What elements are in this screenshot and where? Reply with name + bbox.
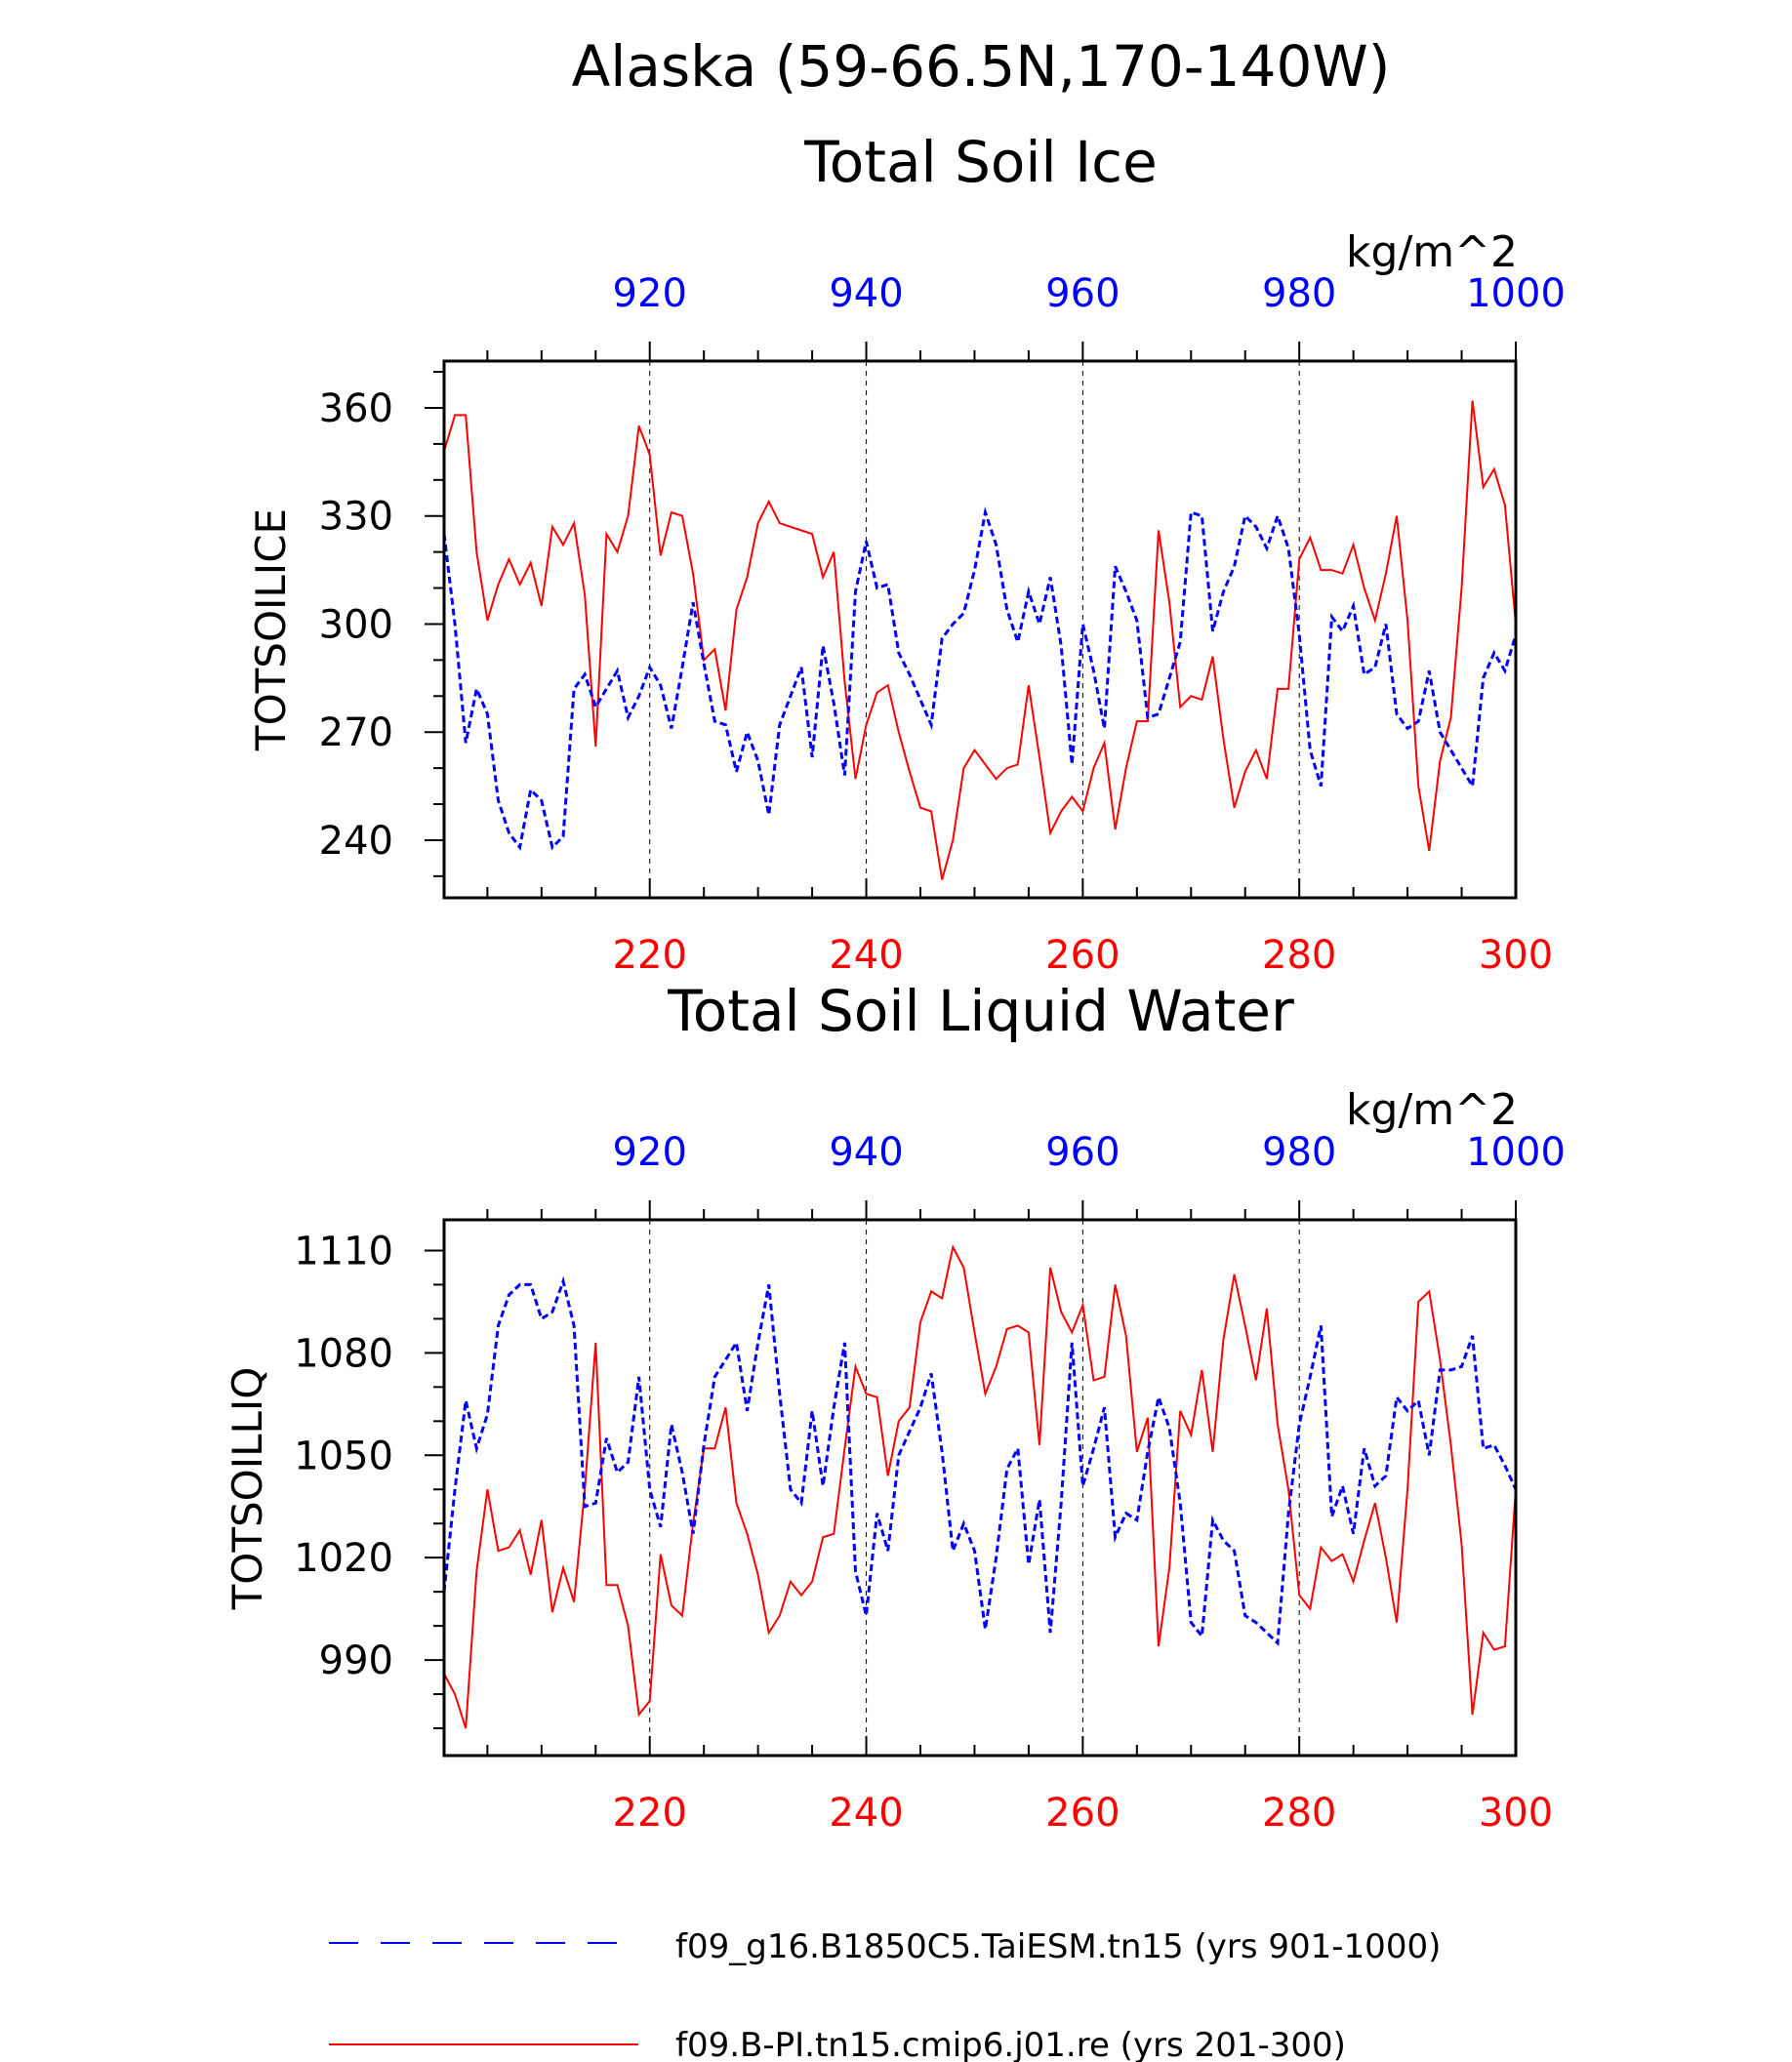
x-tick-label-top: 920 <box>613 1130 687 1175</box>
x-tick-label-top: 980 <box>1262 271 1336 316</box>
soil-liquid-panel: Total Soil Liquid Water kg/m^2 TOTSOILLI… <box>224 978 1566 1836</box>
y-tick-label: 270 <box>319 710 393 755</box>
plot-frame <box>442 1218 1518 1758</box>
x-tick-label-bottom: 220 <box>613 1791 687 1836</box>
x-tick-label-bottom: 300 <box>1479 1791 1553 1836</box>
y-tick-label: 1050 <box>294 1434 393 1478</box>
x-tick-label-top: 940 <box>829 1130 903 1175</box>
y-tick-label: 1020 <box>294 1536 393 1581</box>
x-tick-label-top: 980 <box>1262 1130 1336 1175</box>
plot-frame <box>442 359 1518 900</box>
y-tick-label: 240 <box>319 819 393 864</box>
x-tick-label-bottom: 300 <box>1479 933 1553 978</box>
y-tick-label: 360 <box>319 386 393 431</box>
x-tick-label-bottom: 240 <box>829 1791 903 1836</box>
soil-liquid-units: kg/m^2 <box>1346 1085 1518 1135</box>
series-line-blue-dashed <box>444 1275 1516 1646</box>
legend: f09_g16.B1850C5.TaiESM.tn15 (yrs 901-100… <box>329 1927 1441 2062</box>
y-tick-label: 1110 <box>294 1229 393 1274</box>
legend-label-taiesm: f09_g16.B1850C5.TaiESM.tn15 (yrs 901-100… <box>675 1927 1441 1966</box>
x-tick-label-top: 1000 <box>1466 1130 1566 1175</box>
figure-title: Alaska (59-66.5N,170-140W) <box>572 33 1391 100</box>
y-tick-label: 1080 <box>294 1331 393 1376</box>
x-tick-label-bottom: 280 <box>1262 933 1336 978</box>
x-tick-label-bottom: 280 <box>1262 1791 1336 1836</box>
soil-liquid-title: Total Soil Liquid Water <box>667 978 1294 1044</box>
series-line-blue-dashed <box>444 506 1516 851</box>
y-tick-label: 300 <box>319 602 393 647</box>
x-tick-label-top: 960 <box>1045 1130 1120 1175</box>
x-tick-label-bottom: 260 <box>1045 1791 1120 1836</box>
soil-ice-panel: Total Soil Ice kg/m^2 TOTSOILICE 220 240 2… <box>247 129 1566 978</box>
soil-ice-ylabel: TOTSOILICE <box>247 508 295 751</box>
x-tick-label-top: 940 <box>829 271 903 316</box>
y-tick-label: 990 <box>319 1638 393 1683</box>
x-tick-label-bottom: 220 <box>613 933 687 978</box>
x-tick-label-top: 1000 <box>1466 271 1566 316</box>
x-tick-label-top: 920 <box>613 271 687 316</box>
legend-label-cmip6: f09.B-PI.tn15.cmip6.j01.re (yrs 201-300) <box>675 2026 1346 2062</box>
x-tick-label-top: 960 <box>1045 271 1120 316</box>
x-tick-label-bottom: 260 <box>1045 933 1120 978</box>
y-tick-label: 330 <box>319 495 393 540</box>
soil-ice-title: Total Soil Ice <box>803 129 1158 195</box>
series-line-red-solid <box>444 1244 1516 1729</box>
soil-liquid-ylabel: TOTSOILLIQ <box>224 1367 271 1611</box>
series-line-red-solid <box>444 400 1516 880</box>
soil-ice-units: kg/m^2 <box>1346 227 1518 277</box>
x-tick-label-bottom: 240 <box>829 933 903 978</box>
